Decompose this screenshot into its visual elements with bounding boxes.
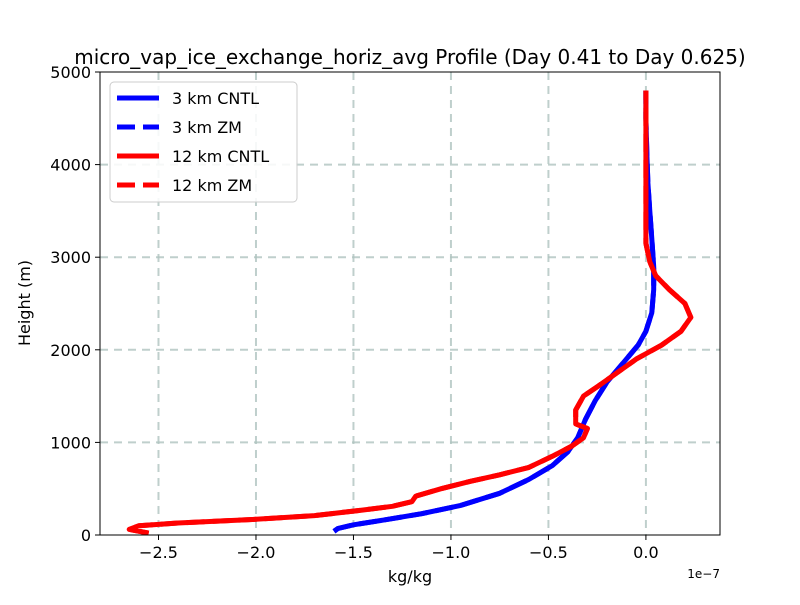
legend-label: 12 km CNTL (172, 147, 269, 166)
y-tick-label: 5000 (50, 63, 91, 82)
legend-label: 12 km ZM (172, 176, 252, 195)
y-tick-label: 3000 (50, 248, 91, 267)
y-axis-label: Height (m) (15, 260, 34, 346)
y-tick-label: 2000 (50, 341, 91, 360)
y-tick-label: 4000 (50, 156, 91, 175)
x-axis-ticks: −2.5 −2.0 −1.5 −1.0 −0.5 0.0 (139, 535, 659, 562)
x-tick-label: −2.5 (139, 543, 178, 562)
x-tick-label: −0.5 (529, 543, 568, 562)
x-tick-label: −2.0 (237, 543, 276, 562)
x-tick-label: −1.0 (432, 543, 471, 562)
y-tick-label: 0 (81, 526, 91, 545)
series-line-12-km-zm (126, 90, 694, 536)
legend-label: 3 km CNTL (172, 89, 259, 108)
x-axis-label: kg/kg (388, 567, 432, 586)
legend-label: 3 km ZM (172, 118, 242, 137)
plot-frame (99, 71, 721, 536)
legend-box (109, 81, 298, 203)
y-axis-ticks: 0 1000 2000 3000 4000 5000 (50, 63, 100, 545)
x-tick-label: −1.5 (334, 543, 373, 562)
legend: 3 km CNTL 3 km ZM 12 km CNTL 12 km ZM (109, 81, 298, 203)
series-line-3-km-cntl (332, 90, 657, 534)
chart-title: micro_vap_ice_exchange_horiz_avg Profile… (74, 45, 746, 69)
x-axis-offset-label: 1e−7 (687, 567, 720, 581)
series-line-3-km-zm (332, 90, 657, 534)
x-tick-label: 0.0 (633, 543, 658, 562)
plot-series (126, 90, 694, 536)
y-tick-label: 1000 (50, 433, 91, 452)
